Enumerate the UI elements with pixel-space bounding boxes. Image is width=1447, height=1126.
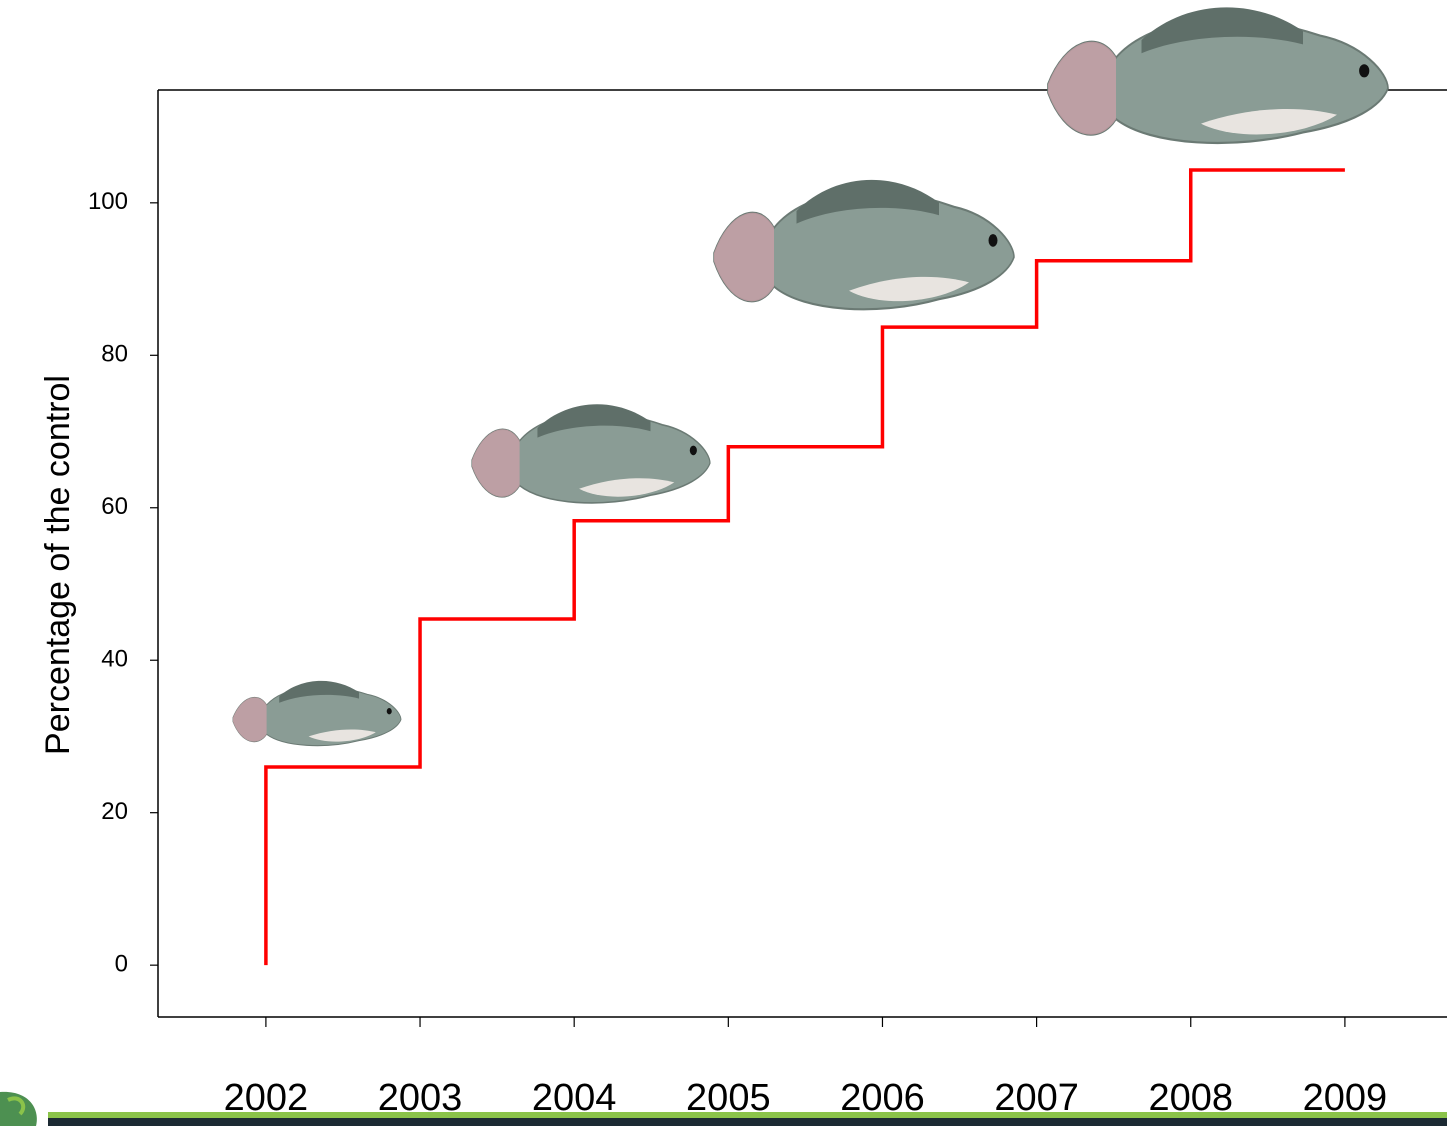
x-tick-label: 2006 — [840, 1077, 925, 1119]
x-tick-label: 2008 — [1148, 1077, 1233, 1119]
y-axis-label: Percentage of the control — [39, 375, 77, 755]
y-tick-label: 40 — [101, 646, 128, 673]
footer-band — [0, 1091, 1447, 1126]
step-line — [264, 168, 1345, 966]
y-tick-label: 100 — [88, 188, 128, 215]
x-tick-label: 2004 — [532, 1077, 617, 1119]
x-tick-label: 2007 — [994, 1077, 1079, 1119]
x-tick-label: 2005 — [686, 1077, 771, 1119]
x-tick-label: 2002 — [224, 1077, 309, 1119]
x-tick-label: 2009 — [1303, 1077, 1388, 1119]
y-tick-label: 60 — [101, 493, 128, 520]
y-tick-label: 20 — [101, 798, 128, 825]
y-tick-label: 80 — [101, 341, 128, 368]
fish-illustrations — [232, 6, 1390, 747]
y-tick-label: 0 — [115, 951, 128, 978]
x-tick-label: 2003 — [378, 1077, 463, 1119]
